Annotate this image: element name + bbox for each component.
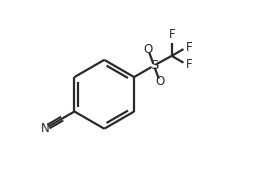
Text: F: F [186,41,193,54]
Text: O: O [155,75,164,88]
Text: F: F [186,58,193,71]
Text: F: F [168,28,175,41]
Text: S: S [150,59,158,72]
Text: O: O [144,43,153,56]
Text: N: N [41,122,50,135]
